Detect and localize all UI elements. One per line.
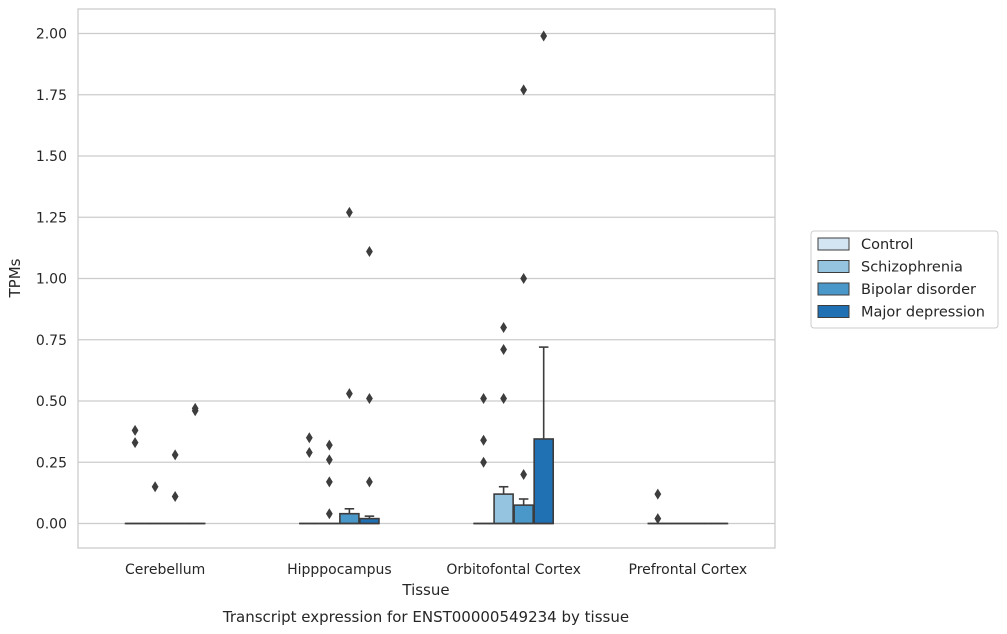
x-tick-label: Orbitofontal Cortex	[446, 562, 581, 578]
plot-area-frame	[77, 8, 776, 549]
outlier-marker	[500, 322, 508, 333]
legend-swatch	[817, 260, 850, 273]
y-tick-label: 1.75	[36, 88, 67, 104]
outlier-marker	[500, 393, 508, 405]
y-tick-label: 1.25	[36, 210, 67, 226]
boxes	[124, 346, 729, 525]
outlier-marker	[520, 273, 528, 284]
x-tick-label: Cerebellum	[125, 562, 205, 578]
outlier-marker	[151, 481, 159, 493]
outlier-marker	[131, 424, 139, 436]
outlier-marker	[480, 456, 487, 468]
y-tick-label: 0.25	[36, 455, 67, 471]
y-axis-title: TPMs	[6, 258, 24, 298]
y-tick-label: 0.75	[36, 333, 67, 349]
outlier-marker	[171, 449, 179, 461]
outlier-marker	[325, 454, 333, 466]
x-tick-label: Prefrontal Cortex	[629, 562, 748, 578]
y-tick-label: 0.50	[36, 394, 67, 410]
outlier-marker	[520, 84, 528, 96]
x-axis-title: Tissue	[401, 581, 449, 599]
legend: Control Schizophrenia Bipolar disorder Majo…	[810, 230, 999, 329]
grid-lines	[78, 32, 775, 525]
legend-frame	[810, 230, 999, 329]
legend-label: Bipolar disorder	[861, 282, 976, 298]
outlier-marker	[480, 393, 487, 405]
outlier-marker	[305, 432, 313, 444]
y-tick-label: 1.50	[36, 149, 67, 165]
y-tick-label: 0.00	[36, 517, 67, 533]
outlier-marker	[131, 437, 139, 449]
x-tick-labels: Cerebellum Hipppocampus Orbitofontal Corte…	[125, 562, 747, 578]
outlier-marker	[654, 488, 662, 500]
y-tick-labels: 0.00 0.25 0.50 0.75 1.00 1.25 1.50 1.75 2.00	[36, 27, 67, 533]
legend-label: Major depression	[861, 305, 985, 321]
outlier-marker	[366, 476, 373, 488]
outlier-marker	[366, 246, 373, 258]
y-tick-label: 2.00	[36, 27, 67, 43]
box	[493, 493, 514, 525]
legend-swatch	[817, 305, 850, 318]
outlier-marker	[480, 434, 487, 446]
outlier-marker	[520, 469, 528, 480]
outlier-marker	[325, 508, 333, 520]
outlier-marker	[345, 388, 353, 400]
outlier-marker	[366, 393, 373, 405]
outlier-marker	[345, 206, 353, 218]
outlier-marker	[305, 446, 313, 458]
y-tick-label: 1.00	[36, 272, 67, 288]
outlier-marker	[325, 476, 333, 488]
box	[533, 438, 555, 525]
outlier-marker	[654, 513, 662, 525]
legend-swatch	[817, 237, 850, 251]
outlier-marker	[325, 439, 333, 451]
legend-label: Schizophrenia	[861, 260, 963, 276]
outliers	[131, 30, 662, 525]
outlier-marker	[540, 30, 548, 42]
outlier-marker	[171, 491, 179, 503]
legend-label: Control	[861, 237, 913, 253]
box	[339, 512, 360, 525]
outlier-marker	[191, 405, 199, 417]
x-tick-label: Hipppocampus	[287, 562, 392, 578]
box	[513, 504, 534, 525]
chart-caption: Transcript expression for ENST0000054923…	[222, 608, 629, 626]
legend-swatch	[817, 282, 850, 296]
outlier-marker	[500, 344, 508, 356]
